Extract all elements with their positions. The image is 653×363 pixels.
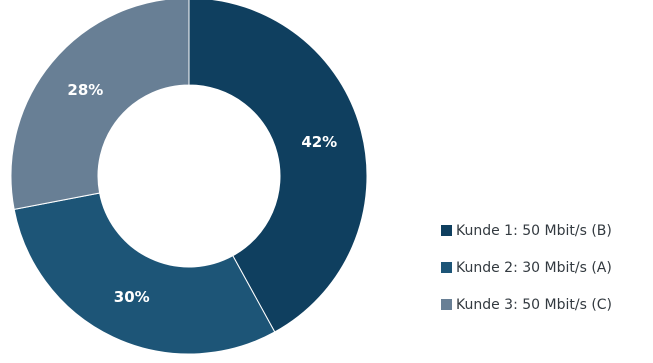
donut-slice-labels: 42% 30% 28% — [67, 81, 337, 306]
donut-slices — [10, 0, 368, 355]
donut-slice — [10, 0, 190, 210]
legend-item: Kunde 2: 30 Mbit/s (A) — [441, 258, 612, 277]
slice-data-label: 30% — [114, 288, 150, 306]
legend-label: Kunde 1: 50 Mbit/s (B) — [456, 222, 612, 239]
legend-swatch — [441, 299, 452, 310]
legend-swatch — [441, 262, 452, 273]
legend-label: Kunde 3: 50 Mbit/s (C) — [456, 296, 613, 313]
legend-item: Kunde 3: 50 Mbit/s (C) — [441, 295, 612, 314]
legend-item: Kunde 1: 50 Mbit/s (B) — [441, 221, 612, 240]
slice-data-label: 42% — [301, 133, 337, 151]
legend-label: Kunde 2: 30 Mbit/s (A) — [456, 259, 612, 276]
donut-slice — [188, 0, 368, 333]
slice-data-label: 28% — [67, 81, 103, 99]
chart-legend: Kunde 1: 50 Mbit/s (B) Kunde 2: 30 Mbit/… — [441, 221, 612, 314]
donut-slice — [13, 192, 276, 355]
legend-swatch — [441, 225, 452, 236]
